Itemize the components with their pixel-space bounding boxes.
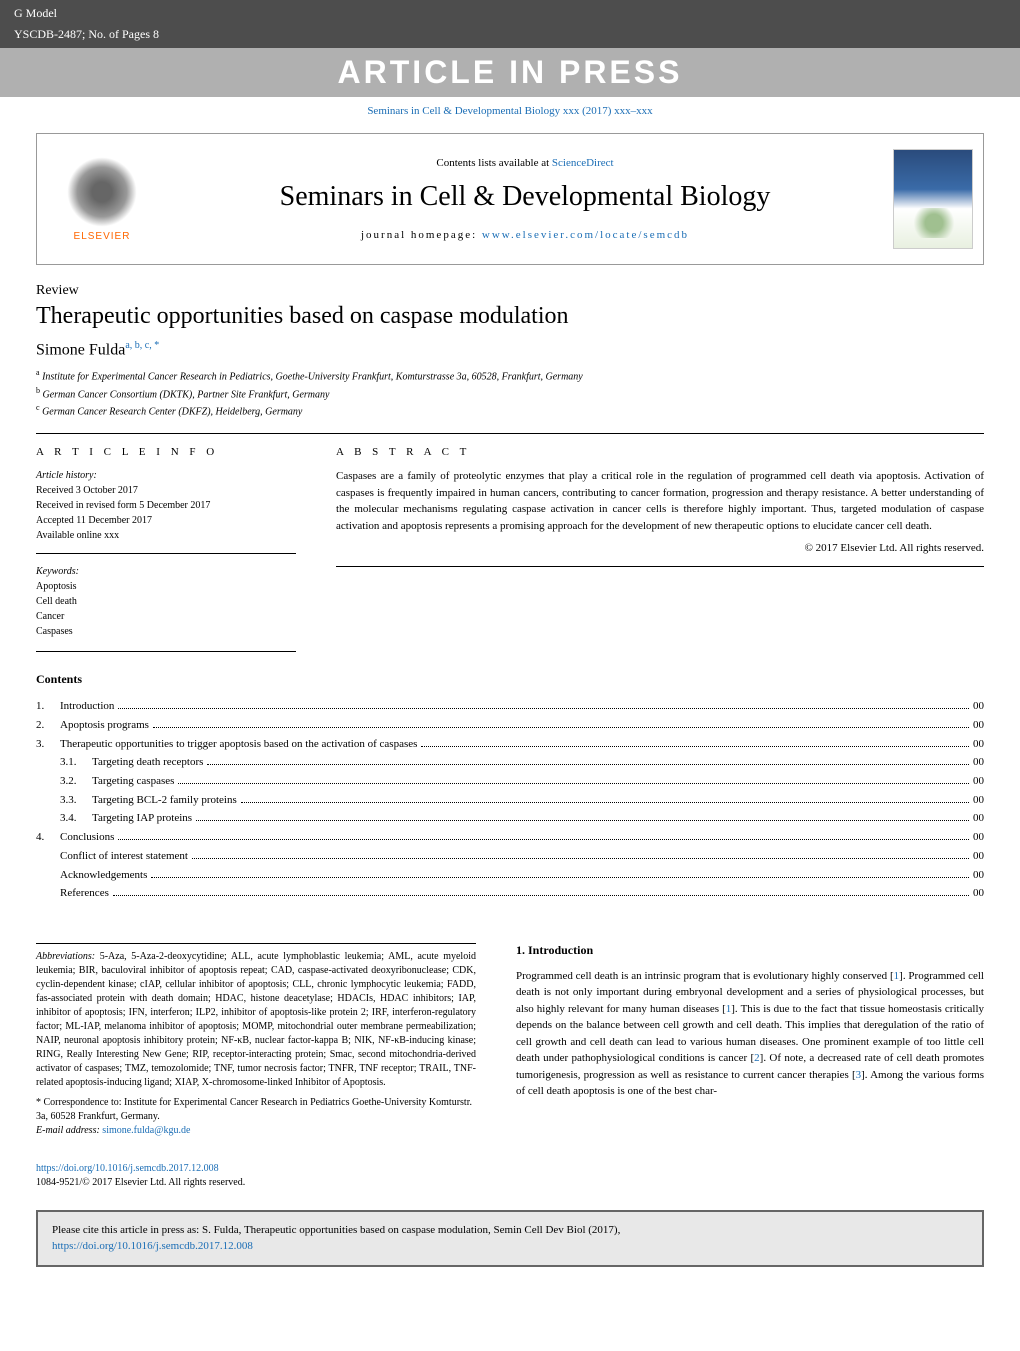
history-label: Article history: (36, 468, 296, 483)
model-header: G Model (0, 0, 1020, 27)
keyword-1: Cell death (36, 594, 296, 609)
affiliation-a: a Institute for Experimental Cancer Rese… (36, 367, 984, 384)
author-affil-sup: a, b, c, * (125, 340, 159, 351)
email-line: E-mail address: simone.fulda@kgu.de (36, 1124, 476, 1138)
cite-text: Please cite this article in press as: S.… (52, 1224, 620, 1236)
abbrev-label: Abbreviations: (36, 951, 95, 962)
toc-row: 3.Therapeutic opportunities to trigger a… (36, 735, 984, 754)
contents-heading: Contents (36, 672, 984, 687)
press-banner: ARTICLE IN PRESS (0, 48, 1020, 97)
article-info-head: A R T I C L E I N F O (36, 446, 296, 458)
model-ref-row: YSCDB-2487; No. of Pages 8 (0, 27, 1020, 48)
article-type: Review (36, 283, 984, 299)
history-accepted: Accepted 11 December 2017 (36, 513, 296, 528)
history-online: Available online xxx (36, 528, 296, 543)
abstract-text: Caspases are a family of proteolytic enz… (336, 468, 984, 542)
keyword-3: Caspases (36, 624, 296, 639)
toc-row: 4.Conclusions00 (36, 828, 984, 847)
history-block: Article history: Received 3 October 2017… (36, 468, 296, 554)
copyright-line: © 2017 Elsevier Ltd. All rights reserved… (336, 542, 984, 567)
footer-left-col: Abbreviations: 5-Aza, 5-Aza-2-deoxycytid… (36, 943, 476, 1138)
intro-heading: 1. Introduction (516, 943, 984, 958)
model-ref: YSCDB-2487; No. of Pages 8 (14, 27, 159, 42)
doi-link[interactable]: https://doi.org/10.1016/j.semcdb.2017.12… (36, 1162, 984, 1176)
journal-center: Contents lists available at ScienceDirec… (157, 157, 893, 241)
author-name: Simone Fulda (36, 341, 125, 358)
abstract-head: A B S T R A C T (336, 446, 984, 458)
citation-line: Seminars in Cell & Developmental Biology… (0, 97, 1020, 125)
correspondence-block: * Correspondence to: Institute for Exper… (36, 1096, 476, 1138)
keyword-0: Apoptosis (36, 579, 296, 594)
elsevier-text: ELSEVIER (74, 231, 131, 242)
sciencedirect-link[interactable]: ScienceDirect (552, 157, 614, 169)
elsevier-logo: ELSEVIER (47, 144, 157, 254)
toc-row: 3.1.Targeting death receptors00 (36, 753, 984, 772)
journal-cover-thumb (893, 149, 973, 249)
abstract-col: A B S T R A C T Caspases are a family of… (336, 446, 984, 652)
toc-row: 3.3.Targeting BCL-2 family proteins00 (36, 791, 984, 810)
correspondence-text: * Correspondence to: Institute for Exper… (36, 1096, 476, 1124)
abbreviations-block: Abbreviations: 5-Aza, 5-Aza-2-deoxycytid… (36, 943, 476, 1090)
cite-url[interactable]: https://doi.org/10.1016/j.semcdb.2017.12… (52, 1240, 253, 1252)
footer-columns: Abbreviations: 5-Aza, 5-Aza-2-deoxycytid… (36, 943, 984, 1138)
email-link[interactable]: simone.fulda@kgu.de (102, 1125, 190, 1136)
affiliations: a Institute for Experimental Cancer Rese… (36, 367, 984, 419)
contents-available: Contents lists available at ScienceDirec… (157, 157, 893, 169)
gmodel-label: G Model (14, 6, 57, 21)
cite-box: Please cite this article in press as: S.… (36, 1210, 984, 1267)
toc-row: 3.4.Targeting IAP proteins00 (36, 809, 984, 828)
issn-line: 1084-9521/© 2017 Elsevier Ltd. All right… (36, 1176, 984, 1190)
toc-list: 1.Introduction002.Apoptosis programs003.… (36, 697, 984, 903)
intro-paragraph: Programmed cell death is an intrinsic pr… (516, 968, 984, 1100)
keywords-block: Keywords: Apoptosis Cell death Cancer Ca… (36, 564, 296, 652)
article-body: Review Therapeutic opportunities based o… (0, 273, 1020, 1148)
doi-block: https://doi.org/10.1016/j.semcdb.2017.12… (0, 1162, 1020, 1190)
toc-row: 2.Apoptosis programs00 (36, 716, 984, 735)
toc-row: References00 (36, 884, 984, 903)
elsevier-tree-icon (67, 157, 137, 227)
affiliation-c: c German Cancer Research Center (DKFZ), … (36, 402, 984, 419)
contents-avail-text: Contents lists available at (436, 157, 551, 169)
journal-header-box: ELSEVIER Contents lists available at Sci… (36, 133, 984, 265)
footer-right-col: 1. Introduction Programmed cell death is… (516, 943, 984, 1138)
toc-row: Acknowledgements00 (36, 866, 984, 885)
history-revised: Received in revised form 5 December 2017 (36, 498, 296, 513)
contents-section: Contents 1.Introduction002.Apoptosis pro… (36, 672, 984, 903)
keyword-2: Cancer (36, 609, 296, 624)
homepage-link[interactable]: www.elsevier.com/locate/semcdb (482, 229, 689, 241)
affiliation-b: b German Cancer Consortium (DKTK), Partn… (36, 385, 984, 402)
article-title: Therapeutic opportunities based on caspa… (36, 303, 984, 330)
toc-row: 3.2.Targeting caspases00 (36, 772, 984, 791)
history-received: Received 3 October 2017 (36, 483, 296, 498)
article-info-col: A R T I C L E I N F O Article history: R… (36, 446, 296, 652)
authors: Simone Fuldaa, b, c, * (36, 340, 984, 359)
toc-row: Conflict of interest statement00 (36, 847, 984, 866)
email-label: E-mail address: (36, 1125, 102, 1136)
homepage-line: journal homepage: www.elsevier.com/locat… (157, 229, 893, 241)
homepage-label: journal homepage: (361, 229, 482, 241)
abbrev-text: 5-Aza, 5-Aza-2-deoxycytidine; ALL, acute… (36, 951, 476, 1088)
journal-name: Seminars in Cell & Developmental Biology (157, 181, 893, 213)
keywords-label: Keywords: (36, 564, 296, 579)
toc-row: 1.Introduction00 (36, 697, 984, 716)
info-abstract-row: A R T I C L E I N F O Article history: R… (36, 433, 984, 652)
